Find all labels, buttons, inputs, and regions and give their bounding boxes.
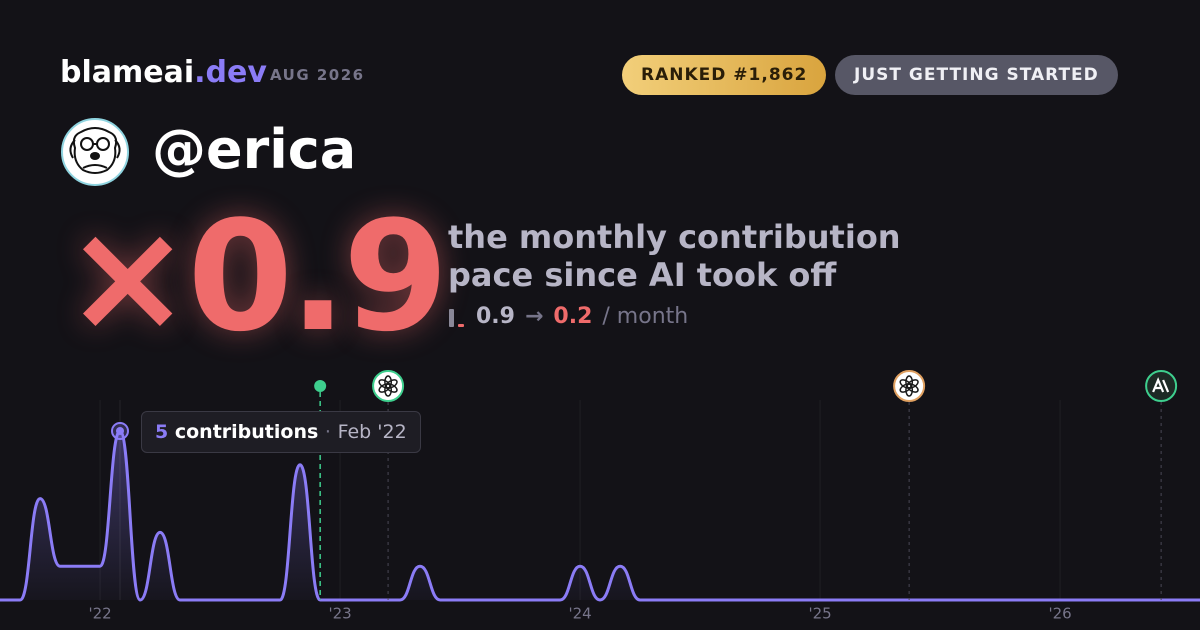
icon-petal xyxy=(899,379,912,389)
pace-arrow: → xyxy=(524,304,544,329)
area xyxy=(0,431,1200,600)
tooltip-value: 5 xyxy=(155,421,169,443)
rank-badge: RANKED #1,862 xyxy=(622,55,827,95)
brand: blameai.dev xyxy=(60,55,267,90)
x-tick-label: '25 xyxy=(808,605,831,623)
x-tick-label: '22 xyxy=(88,605,111,623)
pace-after: 0.2 xyxy=(553,304,593,329)
pace-icon xyxy=(449,308,464,327)
avatar xyxy=(61,118,129,186)
brand-tld: .dev xyxy=(194,55,267,90)
x-tick-label: '23 xyxy=(328,605,351,623)
tooltip: 5 contributions · Feb '22 xyxy=(141,411,421,453)
caption-line: pace since AI took off xyxy=(448,256,837,294)
event-badge xyxy=(893,370,926,402)
tooltip-date: Feb '22 xyxy=(337,421,407,443)
period: AUG 2026 xyxy=(270,66,365,84)
x-tick-label: '26 xyxy=(1048,605,1071,623)
event-dot xyxy=(314,380,327,392)
event-marker xyxy=(1145,370,1178,600)
pace-before: 0.9 xyxy=(476,304,515,329)
multiplier: ×0.9 xyxy=(64,188,449,365)
icon-logo xyxy=(1152,377,1170,393)
event-marker xyxy=(893,370,926,600)
x-tick-label: '24 xyxy=(568,605,591,623)
pace-unit: / month xyxy=(602,304,689,329)
status-badge: JUST GETTING STARTED xyxy=(835,55,1118,95)
handle: @erica xyxy=(152,118,357,181)
caption-line: the monthly contribution xyxy=(448,218,901,256)
brand-name: blameai xyxy=(60,55,195,90)
tooltip-label: contributions xyxy=(174,421,319,443)
event-marker xyxy=(372,370,405,600)
event-marker xyxy=(314,380,327,600)
tooltip-separator: · xyxy=(324,421,331,443)
icon-petal xyxy=(378,379,391,389)
caption: the monthly contribution pace since AI t… xyxy=(448,218,901,294)
event-badge xyxy=(372,370,405,402)
pace: 0.9 → 0.2 / month xyxy=(448,304,688,329)
line xyxy=(0,429,1200,602)
tooltip-dot xyxy=(116,427,124,435)
